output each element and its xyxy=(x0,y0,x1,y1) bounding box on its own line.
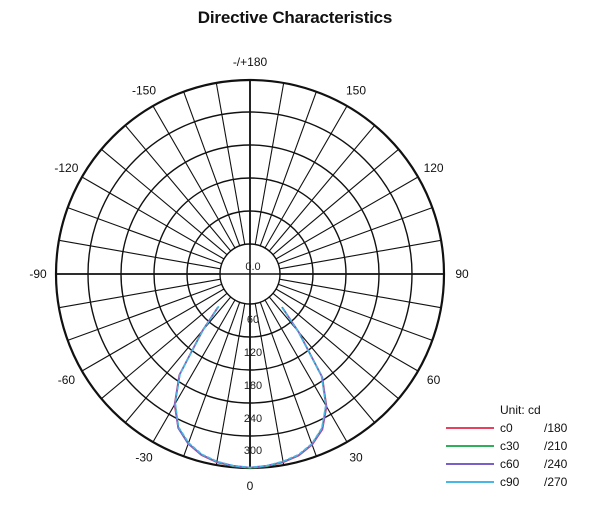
spoke-line xyxy=(278,283,433,341)
spoke-line xyxy=(58,239,221,270)
spoke-line xyxy=(152,299,236,443)
spoke-line xyxy=(215,82,246,245)
spoke-line xyxy=(279,278,442,309)
angle-label: 150 xyxy=(346,83,366,97)
legend-series-pair: /270 xyxy=(544,475,568,489)
chart-title: Directive Characteristics xyxy=(197,8,393,27)
angle-label: 60 xyxy=(427,373,441,387)
ring-circle xyxy=(87,111,413,437)
legend-series-name: c0 xyxy=(500,421,513,435)
spoke-line xyxy=(272,148,399,256)
spoke-line xyxy=(124,296,232,423)
legend-series-name: c90 xyxy=(500,475,520,489)
spoke-line xyxy=(264,299,348,443)
spoke-line xyxy=(272,292,399,400)
legend-series-pair: /180 xyxy=(544,421,568,435)
legend: Unit: cd c0/180 c30/210 c60/240 c90/270 xyxy=(446,403,568,489)
spoke-line xyxy=(215,303,246,466)
spoke-line xyxy=(183,91,241,246)
unit-label: Unit: cd xyxy=(500,403,541,417)
legend-series-pair: /240 xyxy=(544,457,568,471)
radial-tick-label: 180 xyxy=(244,380,262,392)
angle-label: 30 xyxy=(349,451,363,465)
angle-label: -150 xyxy=(132,83,156,97)
spoke-line xyxy=(275,176,419,260)
legend-series-pair: /210 xyxy=(544,439,568,453)
ring-circle xyxy=(186,210,314,338)
angle-label: -120 xyxy=(54,161,78,175)
spoke-line xyxy=(101,148,228,256)
legend-series-name: c30 xyxy=(500,439,520,453)
spoke-line xyxy=(264,105,348,249)
spoke-line xyxy=(101,292,228,400)
angle-label: 0 xyxy=(247,479,254,493)
radial-tick-label: 240 xyxy=(244,413,262,425)
angle-label: -30 xyxy=(135,451,153,465)
spoke-line xyxy=(268,296,376,423)
spoke-line xyxy=(254,82,285,245)
spoke-line xyxy=(259,302,317,457)
radial-tick-label: 300 xyxy=(244,445,262,457)
radial-tick-label: 0.0 xyxy=(245,261,260,273)
ring-circle xyxy=(120,144,380,404)
ring-circle xyxy=(153,177,347,371)
distribution-curves xyxy=(173,305,328,469)
angle-label: -90 xyxy=(29,267,47,281)
spoke-line xyxy=(124,125,232,252)
radial-labels: 0.0 60 120 180 240 300 xyxy=(244,261,262,457)
spoke-line xyxy=(275,288,419,372)
series-curve-c90 xyxy=(174,305,327,469)
radial-tick-label: 120 xyxy=(244,347,262,359)
spoke-line xyxy=(254,303,285,466)
spoke-line xyxy=(58,278,221,309)
angle-label: -/+180 xyxy=(233,55,268,69)
spoke-line xyxy=(259,91,317,246)
legend-series-name: c60 xyxy=(500,457,520,471)
angle-label: -60 xyxy=(58,373,76,387)
spoke-line xyxy=(81,176,225,260)
spoke-line xyxy=(67,283,222,341)
spoke-line xyxy=(183,302,241,457)
angle-label: 90 xyxy=(455,267,469,281)
radial-tick-label: 60 xyxy=(247,314,259,326)
spoke-line xyxy=(81,288,225,372)
spoke-line xyxy=(67,207,222,265)
spoke-line xyxy=(278,207,433,265)
spoke-line xyxy=(268,125,376,252)
spoke-line xyxy=(279,239,442,270)
angle-label: 120 xyxy=(424,161,444,175)
spoke-line xyxy=(152,105,236,249)
polar-grid xyxy=(54,78,446,470)
